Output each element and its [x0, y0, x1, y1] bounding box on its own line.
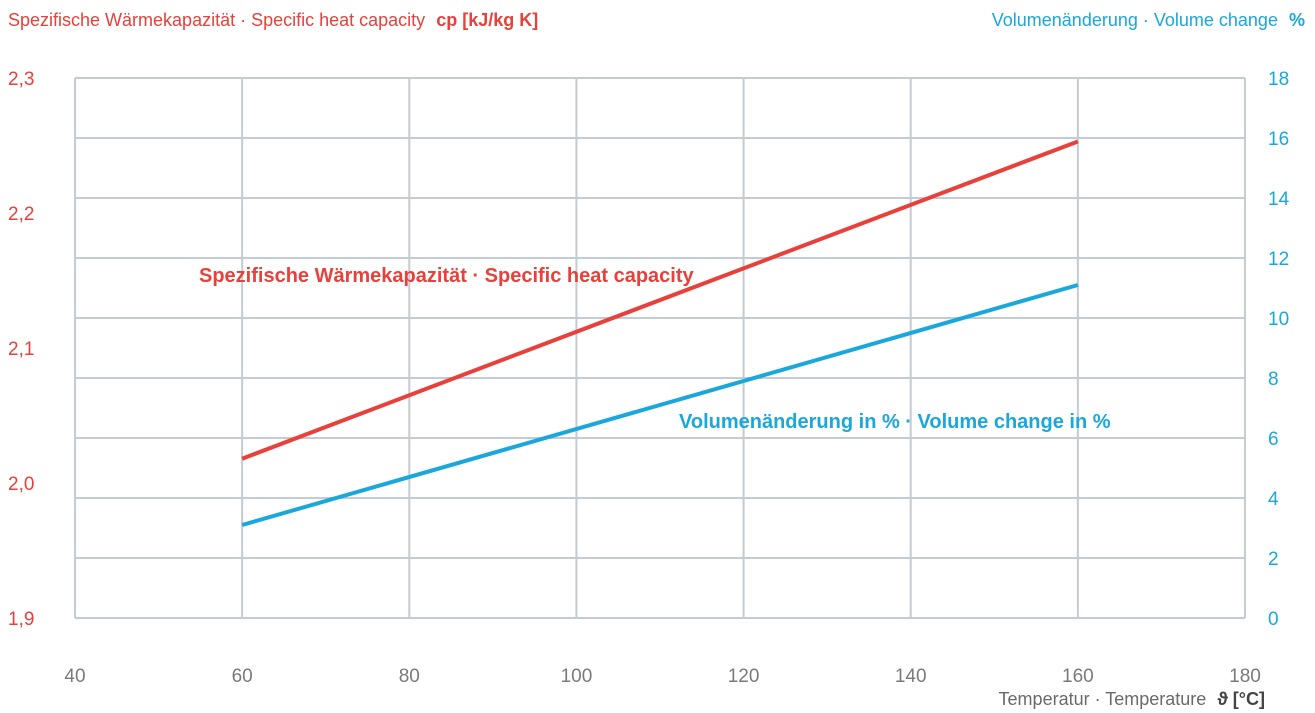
x-tick-label-1: 60 — [232, 666, 253, 687]
series-line-1 — [241, 283, 1079, 527]
grid — [74, 77, 1246, 619]
y-right-tick-label-2: 4 — [1268, 489, 1279, 510]
series-label-heat-capacity: Spezifische Wärmekapazität · Specific he… — [199, 265, 695, 287]
series-label-volume-change: Volumenänderung in % · Volume change in … — [679, 411, 1111, 433]
x-tick-label-4: 120 — [728, 666, 760, 687]
y-left-tick-label-1: 2,0 — [8, 474, 34, 495]
x-tick-label-3: 100 — [561, 666, 593, 687]
left-axis-title: Spezifische Wärmekapazität · Specific he… — [8, 10, 538, 30]
x-tick-label-7: 180 — [1229, 666, 1261, 687]
y-right-tick-label-6: 12 — [1268, 249, 1289, 270]
y-right-tick-label-0: 0 — [1268, 609, 1279, 630]
y-left-tick-label-4: 2,3 — [8, 69, 34, 90]
right-axis-title: Volumenänderung · Volume change % — [992, 10, 1305, 30]
y-left-tick-label-2: 2,1 — [8, 339, 34, 360]
x-axis-title: Temperatur · Temperature ϑ [°C] — [999, 689, 1265, 709]
y-left-tick-label-3: 2,2 — [8, 204, 34, 225]
series-lines — [241, 139, 1079, 527]
y-right-tick-label-5: 10 — [1268, 309, 1289, 330]
x-tick-label-0: 40 — [64, 666, 85, 687]
x-tick-label-6: 160 — [1062, 666, 1094, 687]
y-right-tick-label-4: 8 — [1268, 369, 1279, 390]
x-tick-label-2: 80 — [399, 666, 420, 687]
y-right-tick-label-3: 6 — [1268, 429, 1279, 450]
y-left-tick-label-0: 1,9 — [8, 609, 34, 630]
y-right-tick-label-8: 16 — [1268, 129, 1289, 150]
y-right-tick-label-1: 2 — [1268, 549, 1279, 570]
series-line-0 — [241, 139, 1079, 461]
y-right-tick-label-9: 18 — [1268, 69, 1289, 90]
tick-labels: 40 60 80 100 120 140 160 180 1,9 2,0 2,1 2,2 2,3 0 2 4 6… — [8, 69, 1290, 687]
y-right-tick-label-7: 14 — [1268, 189, 1290, 210]
x-tick-label-5: 140 — [895, 666, 927, 687]
